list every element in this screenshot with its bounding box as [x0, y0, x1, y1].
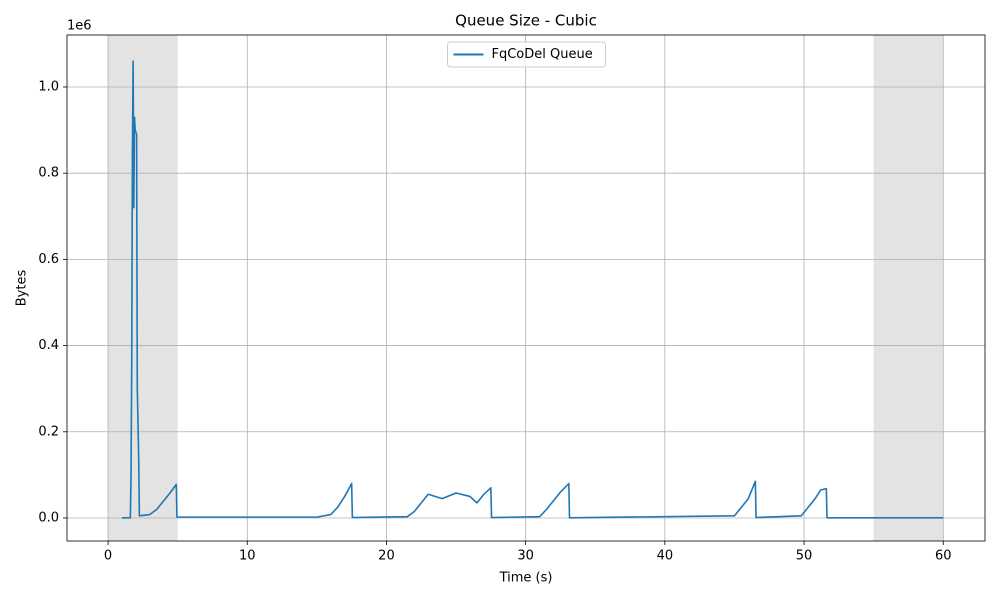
shaded-region — [108, 35, 178, 541]
x-axis-label: Time (s) — [499, 571, 553, 586]
x-tick-label: 60 — [935, 549, 952, 564]
y-tick-label: 0.4 — [38, 338, 59, 353]
legend-box — [447, 41, 606, 68]
y-tick-label: 0.0 — [38, 510, 59, 525]
y-offset-label: 1e6 — [67, 19, 92, 34]
axes-frame — [66, 34, 986, 542]
x-tick-label: 40 — [657, 549, 674, 564]
legend-label: FqCoDel Queue — [492, 47, 593, 62]
y-tick-label: 0.6 — [38, 252, 59, 267]
chart-title: Queue Size - Cubic — [455, 12, 597, 30]
y-tick-label: 1.0 — [38, 79, 59, 94]
x-tick-label: 50 — [796, 549, 813, 564]
y-axis-label: Bytes — [15, 270, 30, 307]
x-tick-label: 30 — [517, 549, 534, 564]
x-tick-label: 0 — [104, 549, 112, 564]
y-tick-label: 0.2 — [38, 424, 59, 439]
shaded-region — [873, 35, 944, 541]
x-tick-label: 10 — [239, 549, 256, 564]
y-tick-label: 0.8 — [38, 166, 59, 181]
data-line — [121, 60, 944, 519]
x-tick-label: 20 — [378, 549, 395, 564]
